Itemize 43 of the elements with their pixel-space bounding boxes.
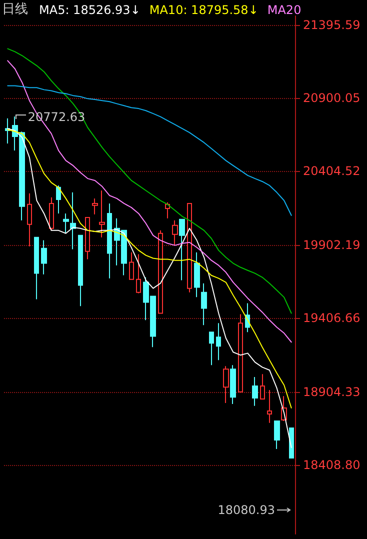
line-series	[7, 85, 292, 216]
candlestick	[230, 364, 236, 405]
annotation: 18080.93	[218, 503, 275, 517]
candlestick	[41, 240, 47, 275]
candlestick	[260, 374, 265, 400]
text: MA5: 18526.93↓	[39, 3, 140, 17]
candlestick	[267, 390, 272, 424]
candlestick	[252, 376, 258, 406]
y-tick-label: 19902.19	[303, 238, 360, 252]
candlestick	[56, 184, 61, 214]
candlestick	[289, 428, 294, 458]
candlestick	[99, 190, 105, 238]
candlestick	[238, 314, 243, 392]
chart-title: 日线	[2, 2, 28, 17]
candlestick	[158, 230, 163, 314]
y-tick-label: 20900.05	[303, 90, 360, 105]
candlestick	[78, 234, 83, 307]
candlestick	[92, 198, 98, 215]
candlestick	[274, 420, 280, 450]
candlestick	[194, 252, 200, 298]
candlestick	[63, 212, 69, 234]
candlestick	[172, 220, 178, 246]
candlestick	[49, 196, 54, 231]
candlestick	[136, 254, 141, 294]
candlestick	[34, 236, 39, 300]
candlestick	[129, 252, 134, 280]
candlestick	[179, 218, 185, 281]
candlestick	[70, 192, 76, 250]
text: MA10: 18795.58↓	[149, 3, 258, 17]
candlestick	[216, 322, 221, 361]
candlestick	[107, 202, 112, 279]
y-tick-label: 19406.66	[303, 310, 360, 325]
candlestick	[209, 332, 214, 366]
candlestick	[201, 282, 207, 326]
candlestick	[85, 216, 90, 260]
candlestick	[27, 192, 32, 247]
candlestick	[223, 366, 229, 404]
candlestick	[187, 202, 192, 293]
y-tick-label: 20404.52	[303, 164, 360, 178]
y-tick-label: 21395.59	[303, 18, 360, 32]
text: MA20	[267, 3, 302, 17]
y-tick-label: 18904.33	[303, 384, 360, 399]
y-tick-label: 18408.80	[303, 458, 360, 472]
